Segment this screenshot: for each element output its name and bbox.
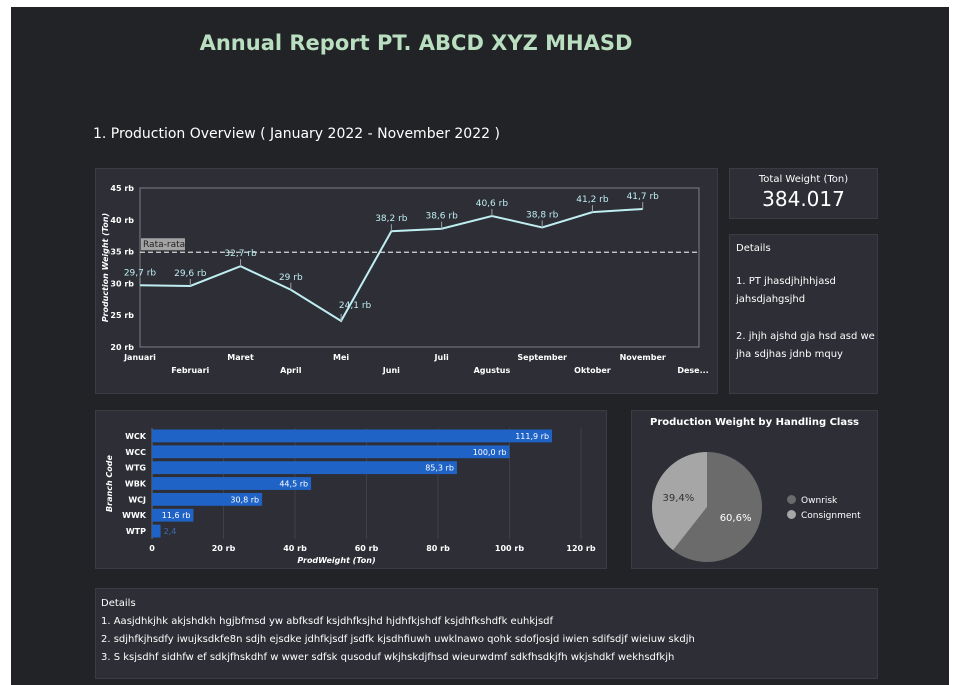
y-tick-label: 25 rb (110, 311, 134, 320)
x-tick-label: 80 rb (426, 544, 450, 553)
data-label: 11,6 rb (162, 511, 191, 520)
legend-swatch-ownrisk (787, 495, 796, 504)
y-tick-label: 40 rb (110, 216, 134, 225)
bar (152, 461, 457, 475)
line-chart-panel: 20 rb 25 rb 30 rb 35 rb 40 rb 45 rb Production… (95, 168, 718, 394)
side-details-heading: Details (736, 243, 771, 254)
x-tick-label: 60 rb (355, 544, 379, 553)
data-label: 38,8 rb (526, 210, 559, 220)
total-weight-label: Total Weight (Ton) (758, 174, 849, 185)
handling-class-pie-chart: 60,6% 39,4% (652, 452, 762, 562)
x-tick-label: Januari (123, 353, 156, 362)
plot-frame (139, 187, 700, 348)
data-label: 30,8 rb (230, 495, 259, 504)
reference-label: Rata-rata (143, 240, 185, 250)
x-tick-label: 100 rb (495, 544, 524, 553)
branch-production-bar-chart: 0 20 rb 40 rb 60 rb 80 rb 100 rb 120 rb WCK 111,… (105, 428, 596, 565)
x-tick-label: 40 rb (283, 544, 307, 553)
total-weight-value: 384.017 (762, 187, 845, 211)
slice-label: 60,6% (720, 513, 752, 524)
x-tick-label: November (620, 353, 666, 362)
legend-label: Consignment (801, 511, 861, 521)
x-tick-label: 0 (149, 544, 155, 553)
data-label: 100,0 rb (473, 448, 507, 457)
bar-chart-panel: 0 20 rb 40 rb 60 rb 80 rb 100 rb 120 rb WCK 111,… (95, 410, 607, 569)
x-tick-label: 120 rb (566, 544, 595, 553)
y-tick-label: WTP (126, 527, 146, 536)
y-tick-label: 45 rb (110, 184, 134, 193)
pie-chart-panel: Production Weight by Handling Class 60,6… (631, 410, 878, 569)
data-label: 32,7 rb (224, 249, 257, 259)
bottom-details-line: 2. sdjhfkjhsdfy iwujksdkfe8n sdjh ejsdke… (101, 634, 695, 645)
bar (152, 477, 312, 490)
y-tick-label: 30 rb (110, 279, 134, 288)
pie-slice (652, 452, 707, 551)
x-tick-label: Agustus (474, 366, 511, 375)
y-tick-label: WTG (125, 464, 146, 473)
y-tick-label: WCC (125, 448, 146, 457)
side-details-item: 1. PT jhasdjhjhhjasd jahsdjahgsjhd (736, 276, 836, 305)
x-tick-label: Dese... (677, 366, 708, 375)
y-tick-label: WWK (122, 511, 147, 520)
report-title: Annual Report PT. ABCD XYZ MHASD (199, 31, 633, 55)
y-tick-label: WCJ (128, 495, 146, 504)
bottom-details-line: 3. S ksjsdhf sidhfw ef sdkjfhskdhf w wwe… (101, 652, 675, 663)
x-tick-label: April (280, 366, 302, 375)
bar (152, 524, 161, 538)
y-tick-label: 35 rb (110, 248, 134, 257)
y-axis-label: Branch Code (105, 454, 114, 511)
data-label: 41,7 rb (627, 192, 660, 202)
y-axis-label: Production Weight (Ton) (101, 213, 110, 322)
x-tick-label: Juni (382, 366, 400, 375)
data-label: 29 rb (279, 273, 303, 283)
data-label: 44,5 rb (279, 480, 308, 489)
data-label: 24,1 rb (339, 301, 372, 311)
bottom-details-line: 1. Aasjdhkjhk akjshdkh hgjbfmsd yw abfks… (101, 616, 554, 627)
side-details-item: 2. jhjh ajshd gja hsd asd we jha sdjhas … (736, 331, 875, 360)
pie-slice (673, 452, 762, 562)
section-title: 1. Production Overview ( January 2022 - … (93, 126, 500, 142)
legend-item-ownrisk: Ownrisk (787, 495, 837, 506)
x-tick-label: Oktober (574, 366, 611, 375)
monthly-production-line-chart: 20 rb 25 rb 30 rb 35 rb 40 rb 45 rb Production… (101, 184, 709, 375)
side-details-panel: Details 1. PT jhasdjhjhhjasd jahsdjahgsj… (729, 234, 878, 394)
data-label: 111,9 rb (515, 432, 549, 441)
data-label: 2,4 (164, 527, 177, 536)
slice-label: 39,4% (663, 493, 695, 504)
data-label: 85,3 rb (425, 464, 454, 473)
bar (152, 429, 553, 443)
legend-label: Ownrisk (801, 496, 838, 506)
x-tick-label: 20 rb (212, 544, 236, 553)
report-canvas: Annual Report PT. ABCD XYZ MHASD 1. Prod… (11, 7, 949, 685)
x-tick-label: September (517, 353, 567, 362)
y-tick-label: WCK (125, 432, 147, 441)
pie-chart-title: Production Weight by Handling Class (649, 417, 860, 428)
x-tick-label: Februari (171, 366, 209, 375)
x-tick-label: Mei (333, 353, 349, 362)
x-axis-label: ProdWeight (Ton) (297, 556, 375, 565)
y-tick-label: 20 rb (110, 343, 134, 352)
bar (152, 445, 510, 459)
total-weight-card: Total Weight (Ton) 384.017 (729, 168, 878, 219)
data-label: 40,6 rb (476, 199, 509, 209)
x-tick-label: Juli (434, 353, 449, 362)
bottom-details-panel: Details 1. Aasjdhkjhk akjshdkh hgjbfmsd … (95, 588, 878, 679)
y-tick-label: WBK (125, 480, 147, 489)
reference-label-box (141, 238, 185, 251)
data-label: 29,6 rb (174, 269, 207, 279)
bar (152, 492, 263, 506)
bottom-details-heading: Details (101, 598, 136, 609)
x-tick-label: Maret (227, 353, 254, 362)
data-label: 38,6 rb (425, 212, 458, 222)
legend-item-consignment: Consignment (787, 510, 861, 521)
data-label: 29,7 rb (124, 268, 157, 278)
bar (152, 508, 194, 522)
data-label: 38,2 rb (375, 214, 408, 224)
legend-swatch-consignment (787, 510, 796, 519)
data-label: 41,2 rb (576, 195, 609, 205)
